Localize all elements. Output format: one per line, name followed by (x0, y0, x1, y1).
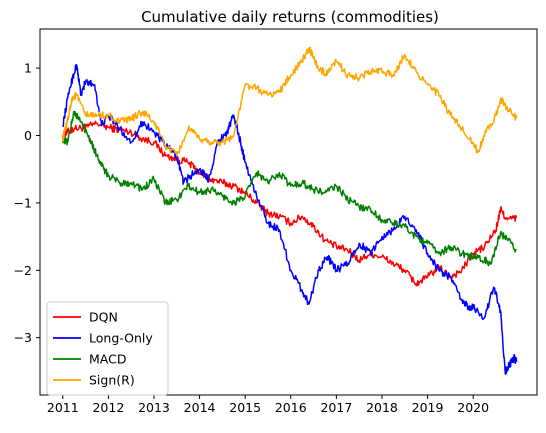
x-tick-label: 2018 (366, 400, 398, 415)
legend-label: Sign(R) (89, 373, 135, 388)
series-line-dqn (63, 121, 517, 285)
x-tick-label: 2011 (47, 400, 79, 415)
x-tick-label: 2017 (320, 400, 352, 415)
x-tick-label: 2012 (92, 400, 124, 415)
x-axis: 2011 2012 2013 2014 2015 2016 2017 2018 2019 2020 (47, 395, 489, 415)
series-line-sign-r- (63, 47, 517, 156)
x-tick-label: 2013 (138, 400, 170, 415)
x-tick-label: 2015 (229, 400, 261, 415)
legend-label: DQN (89, 310, 118, 325)
y-tick-label: −1 (14, 195, 32, 210)
x-tick-label: 2016 (275, 400, 307, 415)
x-tick-label: 2020 (457, 400, 489, 415)
legend-label: MACD (89, 352, 126, 367)
legend-label: Long-Only (89, 331, 153, 346)
x-tick-label: 2019 (412, 400, 444, 415)
chart-title: Cumulative daily returns (commodities) (141, 8, 439, 26)
x-tick-label: 2014 (184, 400, 216, 415)
series-line-macd (63, 112, 517, 266)
y-axis: 1 0 −1 −2 −3 (14, 61, 40, 346)
y-tick-label: 0 (24, 128, 32, 143)
y-tick-label: −3 (14, 330, 32, 345)
y-tick-label: −2 (14, 263, 32, 278)
y-tick-label: 1 (24, 61, 32, 76)
legend: DQN Long-Only MACD Sign(R) (47, 302, 168, 395)
